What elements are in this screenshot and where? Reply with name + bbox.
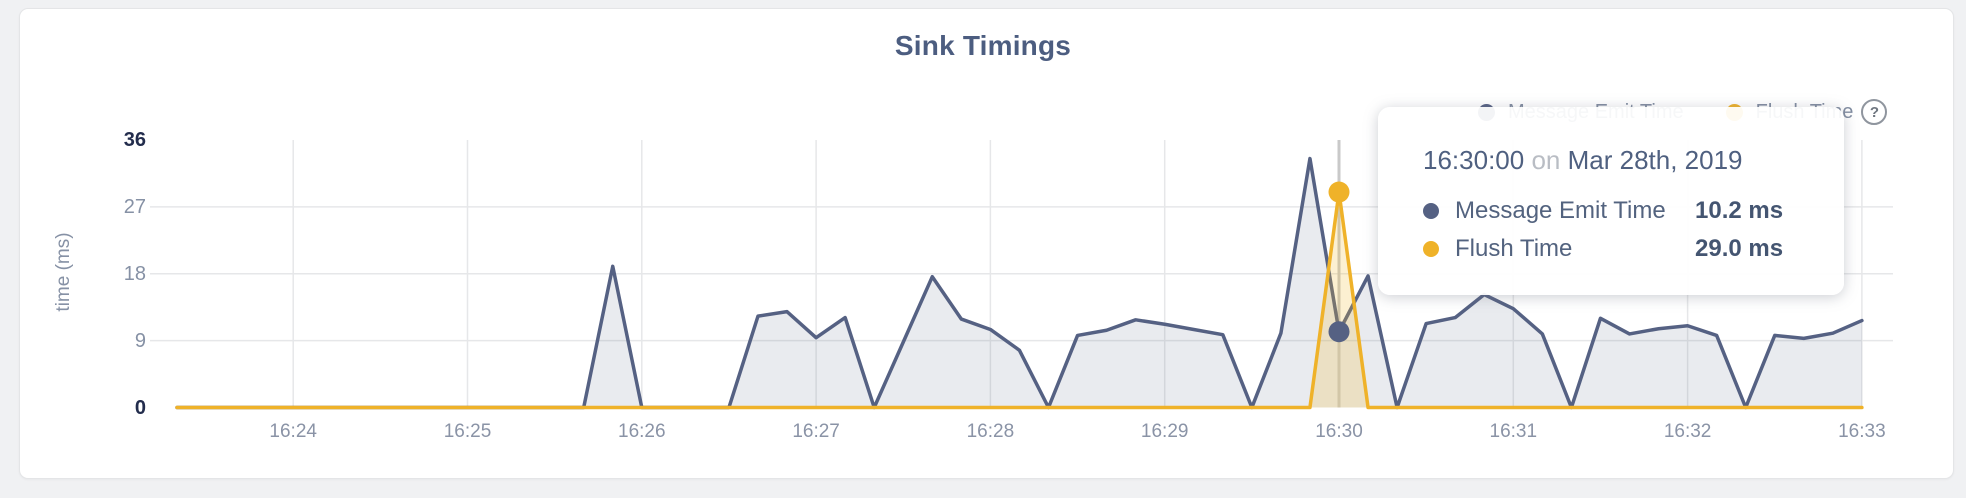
tooltip-row-message-emit-time: Message Emit Time 10.2 ms: [1378, 192, 1844, 230]
x-tick-label: 16:27: [792, 421, 840, 442]
x-tick-label: 16:33: [1838, 421, 1886, 442]
x-tick-label: 16:25: [443, 421, 492, 442]
y-tick-label: 18: [123, 262, 146, 285]
tooltip-series-value: 29.0 ms: [1695, 235, 1784, 262]
x-tick-label: 16:31: [1489, 421, 1538, 442]
help-icon[interactable]: ?: [1861, 99, 1888, 125]
y-tick-label: 9: [134, 329, 146, 352]
chart-title: Sink Timings: [894, 30, 1072, 61]
flush-time-line: [175, 190, 1864, 410]
y-tick-label: 27: [123, 195, 146, 218]
tooltip-time: 16:30:00: [1423, 145, 1525, 175]
tooltip-date: Mar 28th, 2019: [1567, 145, 1743, 175]
tooltip-header: 16:30:00 on Mar 28th, 2019: [1378, 107, 1844, 176]
chart-tooltip: 16:30:00 on Mar 28th, 2019 Message Emit …: [1378, 107, 1844, 295]
x-tick-label: 16:24: [269, 421, 317, 442]
flush-time-highlight-dot: [1328, 181, 1350, 203]
message-emit-time-dot-icon: [1423, 203, 1439, 219]
x-tick-label: 16:29: [1140, 421, 1189, 442]
x-tick-label: 16:32: [1663, 421, 1712, 442]
flush-time-dot-icon: [1423, 241, 1439, 257]
x-tick-label: 16:30: [1315, 421, 1363, 442]
tooltip-series-value: 10.2 ms: [1695, 197, 1784, 224]
x-tick-label: 16:26: [618, 421, 666, 442]
tooltip-connector: on: [1531, 145, 1561, 175]
tooltip-row-flush-time: Flush Time 29.0 ms: [1378, 230, 1844, 268]
tooltip-series-label: Flush Time: [1455, 235, 1573, 262]
y-tick-label: 0: [134, 396, 146, 419]
tooltip-series-label: Message Emit Time: [1455, 197, 1666, 224]
x-tick-label: 16:28: [966, 421, 1015, 442]
y-tick-label: 36: [123, 129, 146, 151]
message-emit-time-highlight-dot: [1328, 321, 1350, 343]
